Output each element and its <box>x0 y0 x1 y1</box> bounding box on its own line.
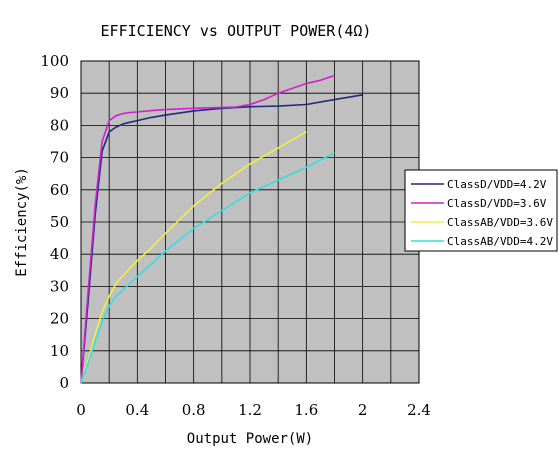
x-tick-label: 1.2 <box>238 401 262 419</box>
legend-label: ClassD/VDD=4.2V <box>447 178 547 191</box>
y-tick-label: 30 <box>50 277 69 295</box>
x-tick-label: 1.6 <box>294 401 318 419</box>
x-tick-label: 0 <box>76 401 86 419</box>
legend-label: ClassAB/VDD=4.2V <box>447 235 553 248</box>
y-tick-label: 0 <box>59 374 69 392</box>
y-tick-labels: 0 10 20 30 40 50 60 70 80 90 100 <box>40 52 69 392</box>
series-line <box>80 94 363 384</box>
series-line <box>80 131 307 384</box>
legend: ClassD/VDD=4.2V ClassD/VDD=3.6V ClassAB/VD… <box>404 169 558 252</box>
y-tick-label: 90 <box>50 84 69 102</box>
x-tick-label: 2 <box>358 401 368 419</box>
chart-title: EFFICIENCY vs OUTPUT POWER(4Ω) <box>101 22 372 40</box>
y-tick-label: 40 <box>50 245 69 263</box>
gridlines <box>81 61 419 383</box>
y-tick-label: 20 <box>50 310 69 328</box>
legend-label: ClassAB/VDD=3.6V <box>447 216 553 229</box>
legend-label: ClassD/VDD=3.6V <box>447 197 547 210</box>
y-tick-label: 80 <box>50 116 69 134</box>
y-tick-label: 60 <box>50 181 69 199</box>
series-line <box>80 152 335 384</box>
series-line <box>80 74 335 384</box>
y-tick-label: 50 <box>50 213 69 231</box>
y-axis-label: Efficiency(%) <box>14 167 30 277</box>
x-tick-label: 2.4 <box>407 401 431 419</box>
series-layer <box>80 74 363 384</box>
y-tick-label: 10 <box>50 342 69 360</box>
x-tick-labels: 0 0.4 0.8 1.2 1.6 2 2.4 <box>76 401 431 419</box>
y-tick-label: 100 <box>40 52 69 70</box>
x-axis-label: Output Power(W) <box>187 431 313 447</box>
x-tick-label: 0.4 <box>125 401 149 419</box>
y-tick-label: 70 <box>50 149 69 167</box>
x-tick-label: 0.8 <box>182 401 206 419</box>
